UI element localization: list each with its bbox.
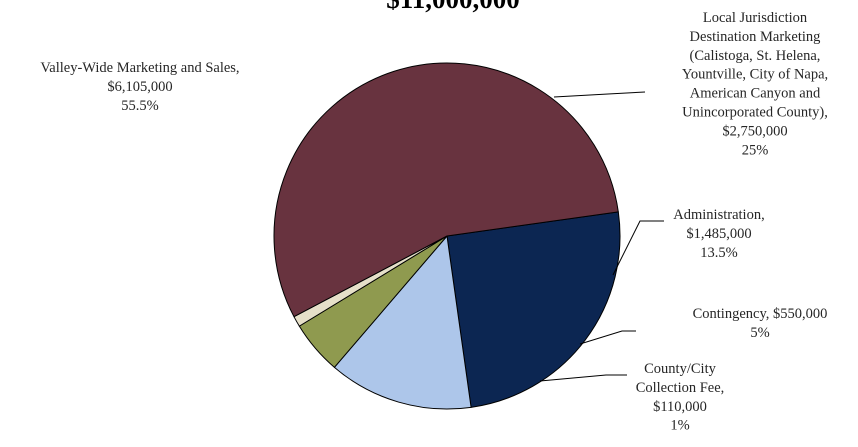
leader-line-0: [553, 91, 646, 98]
leader-lines: [539, 91, 664, 382]
slice-label-4: Valley-Wide Marketing and Sales, $6,105,0…: [40, 60, 239, 114]
slice-label-0-line-1: Destination Marketing: [690, 29, 821, 45]
slice-labels: Local Jurisdiction Destination Marketing (…: [40, 10, 828, 434]
slice-label-0-line-0: Local Jurisdiction: [703, 10, 808, 26]
slice-label-4-line-1: $6,105,000: [107, 79, 172, 95]
slice-label-4-line-0: Valley-Wide Marketing and Sales,: [40, 60, 239, 76]
leader-line-2: [579, 330, 636, 345]
slice-label-3: County/City Collection Fee, $110,000 1%: [636, 361, 725, 434]
slice-label-0-line-7: 25%: [742, 142, 769, 158]
leader-line-3: [539, 374, 627, 382]
slice-label-3-line-1: Collection Fee,: [636, 380, 725, 396]
pie-slice-1: [333, 235, 472, 410]
slice-label-1-line-2: 13.5%: [700, 245, 737, 261]
slice-label-2-line-1: 5%: [750, 325, 769, 341]
pie-slice-4: [273, 62, 619, 318]
slice-label-1-line-0: Administration,: [673, 207, 764, 223]
slice-label-1-line-1: $1,485,000: [686, 226, 751, 242]
slice-label-0-line-3: Yountville, City of Napa,: [682, 67, 828, 83]
slice-label-3-line-0: County/City: [644, 361, 716, 377]
chart-title: $11,000,000: [386, 0, 520, 14]
slice-label-2-line-0: Contingency, $550,000: [693, 306, 828, 322]
slice-label-4-line-2: 55.5%: [121, 98, 158, 114]
slice-label-2: Contingency, $550,000 5%: [693, 306, 828, 341]
slice-label-0-line-4: American Canyon and: [690, 86, 821, 102]
slice-label-0-line-6: $2,750,000: [722, 123, 787, 139]
leader-line-1: [612, 220, 664, 276]
slice-label-0: Local Jurisdiction Destination Marketing (…: [682, 10, 828, 158]
slice-label-0-line-2: (Calistoga, St. Helena,: [690, 48, 821, 64]
slice-label-3-line-3: 1%: [670, 418, 689, 434]
pie-slices: [273, 62, 621, 410]
pie-slice-0: [446, 211, 621, 408]
slice-label-3-line-2: $110,000: [653, 399, 707, 415]
slice-label-0-line-5: Unincorporated County),: [682, 105, 828, 121]
slice-label-1: Administration, $1,485,000 13.5%: [673, 207, 764, 261]
